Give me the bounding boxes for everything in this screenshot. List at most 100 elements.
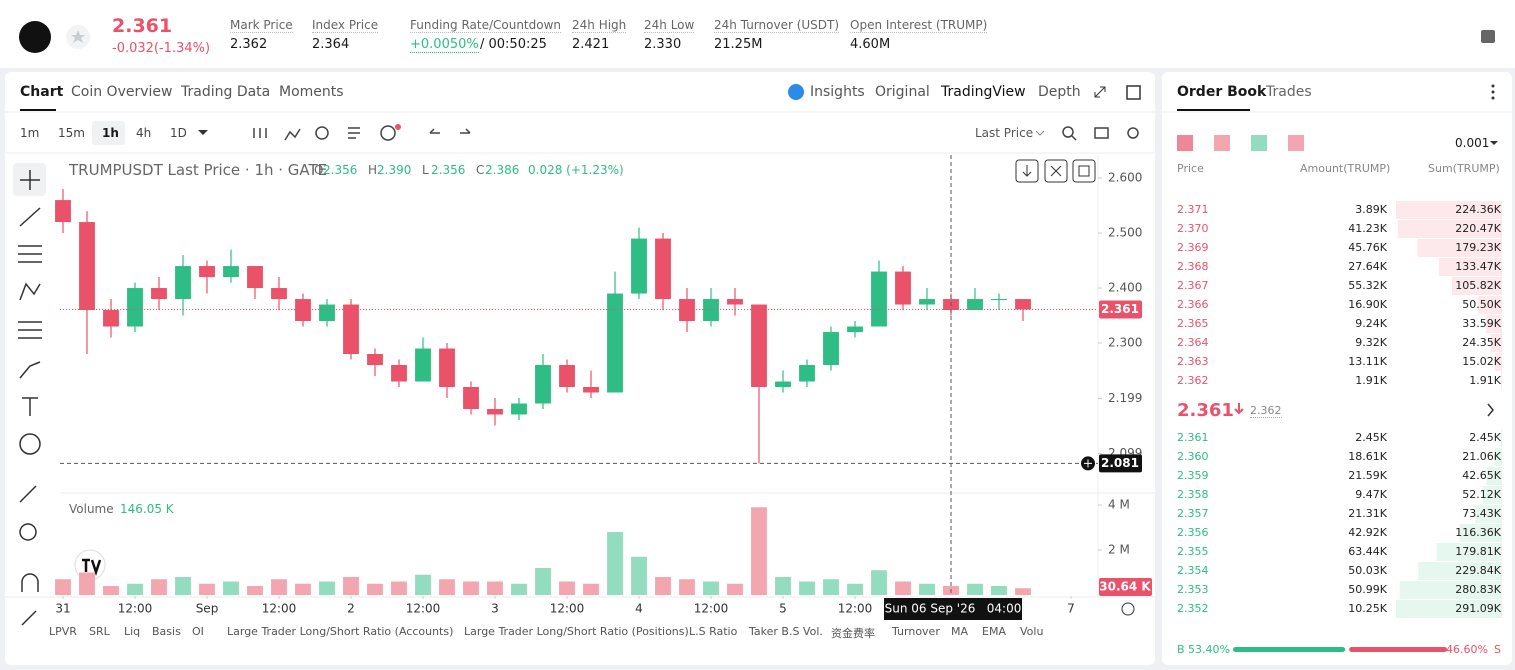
indicator-tab[interactable]: SRL [89,625,110,638]
indicator-tab[interactable]: Turnover [892,625,940,638]
ratio-bar-sell [1349,647,1447,652]
chart-tab[interactable]: Moments [279,84,344,100]
caret-icon[interactable] [1035,130,1045,136]
chart-tab[interactable]: Coin Overview [71,84,173,100]
volume-bar [703,581,719,595]
indicator-tab[interactable]: EMA [982,625,1006,638]
candle-body [775,381,791,387]
tv-logo-mark [82,558,102,576]
volume-marker-label: 30.64 K [1099,580,1151,594]
indicator-tab[interactable]: Basis [152,625,181,638]
depth-bar [1452,277,1502,295]
candle-body [247,266,263,289]
depth-bar [1396,600,1502,618]
volume-name: Volume [69,502,114,516]
indicator-tab[interactable]: Volu [1020,625,1044,638]
ob-amount: 10.25K [1348,602,1387,615]
depth-bar [1483,486,1502,504]
view-tab[interactable]: Original [875,84,930,100]
candle-body [463,386,479,409]
x-tick-label: 12:00 [550,602,585,616]
depth-bar [1399,581,1502,599]
stat-value: 2.364 [312,37,350,52]
ob-view-icon[interactable] [1177,135,1193,151]
indicator-tab[interactable]: MA [951,625,969,638]
interval[interactable]: 4h [136,126,152,140]
candle-body [271,288,287,300]
interval[interactable]: 1h [102,126,119,140]
ob-price: 2.370 [1177,222,1209,235]
settings-icon[interactable] [1121,602,1135,616]
ob-price: 2.355 [1177,545,1209,558]
ob-view-icon[interactable] [1214,135,1230,151]
chart-tab[interactable]: Trading Data [181,84,271,100]
caret-icon[interactable] [1490,141,1498,145]
view-tab[interactable]: TradingView [941,84,1026,100]
indicator-tab[interactable]: Large Trader Long/Short Ratio (Accounts) [227,625,454,638]
ob-sum: 24.35K [1462,336,1501,349]
interval[interactable]: 1m [20,126,40,140]
indicator-tab[interactable]: Taker B.S Vol. [749,625,823,638]
window-icon[interactable] [1126,85,1141,100]
precision[interactable]: 0.001 [1455,136,1490,150]
ob-sum: 73.43K [1462,507,1501,520]
depth-bar [1478,296,1502,314]
candle-body [751,304,767,387]
toolbar-icons[interactable] [253,125,1139,141]
volume-bar [295,583,311,595]
indicator-tab[interactable]: Large Trader Long/Short Ratio (Positions… [464,625,689,638]
caret-icon[interactable] [198,130,208,135]
view-tab[interactable]: Depth [1038,84,1081,100]
volume-bar [823,579,839,595]
ob-view-icon[interactable] [1251,135,1267,151]
ob-mark-price: 2.362 [1250,404,1282,418]
price-change: -0.032(-1.34%) [112,41,211,56]
indicator-tab[interactable]: LPVR [49,625,77,638]
ob-view-icon[interactable] [1288,135,1304,151]
candle-body [295,299,311,322]
ob-sum: 179.81K [1455,545,1501,558]
price-type[interactable]: Last Price [975,126,1034,140]
candle-body [439,348,455,387]
stat-value: 2.362 [230,37,268,52]
volume-bar [871,570,887,595]
last-price-tag [1099,300,1142,319]
volume-bar [799,581,815,595]
ob-tab[interactable]: Order Book [1177,84,1267,100]
expand-icon[interactable] [1094,86,1106,98]
menu-icon[interactable] [1481,30,1495,43]
interval[interactable]: 15m [58,126,85,140]
interval[interactable]: 1D [170,126,187,140]
y-tick-label: 2.600 [1108,171,1142,185]
stat-label: Funding Rate/Countdown [410,18,562,33]
indicator-tab[interactable]: 资金费率 [831,627,875,640]
view-tab[interactable]: Insights [810,84,865,100]
stat-label: Mark Price [230,18,293,33]
volume-bar [967,583,983,595]
candle-body [871,271,887,327]
ob-price: 2.365 [1177,317,1209,330]
volume-bar [1015,588,1031,595]
candle-body [415,348,431,382]
ob-amount: 3.89K [1355,203,1387,216]
insights-icon [788,84,804,100]
ob-price: 2.356 [1177,526,1209,539]
indicator-tab[interactable]: L.S Ratio [689,625,738,638]
volume-bar [367,583,383,595]
candle-body [175,266,191,300]
ob-amount: 18.61K [1348,450,1387,463]
indicator-tab[interactable]: Liq [124,625,141,638]
depth-bar [1494,353,1502,371]
depth-bar [1417,239,1502,257]
ob-amount: 13.11K [1348,355,1387,368]
stat-countdown: / 00:50:25 [480,37,547,52]
chevron-icon[interactable] [1487,403,1494,417]
plot-buttons[interactable] [1015,159,1096,183]
ob-tab[interactable]: Trades [1266,84,1312,100]
chart-tab[interactable]: Chart [20,84,64,100]
indicator-tab[interactable]: OI [192,625,204,638]
drawing-tools[interactable] [18,170,42,626]
candle-body [511,403,527,415]
x-tick-label: 12:00 [694,602,729,616]
notification-dot [395,124,401,130]
